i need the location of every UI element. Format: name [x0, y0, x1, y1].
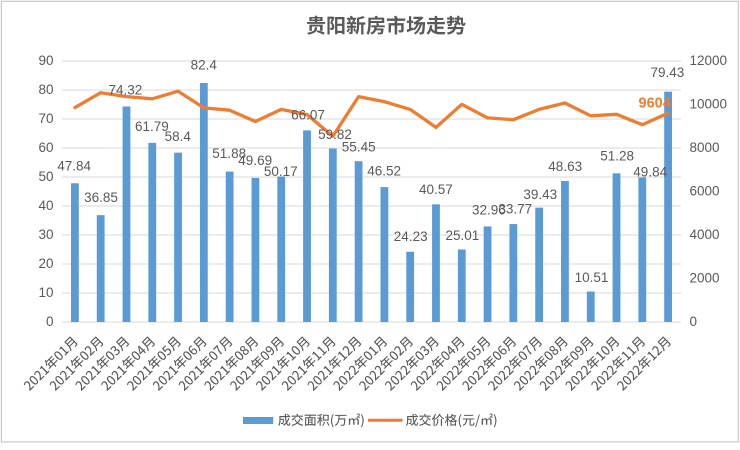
svg-text:50.17: 50.17: [264, 164, 298, 179]
svg-text:10: 10: [38, 285, 53, 300]
svg-text:12000: 12000: [690, 53, 728, 68]
svg-text:46.52: 46.52: [367, 163, 401, 178]
svg-text:8000: 8000: [690, 140, 720, 155]
svg-text:74.32: 74.32: [109, 83, 143, 98]
svg-text:10000: 10000: [690, 96, 728, 111]
svg-text:70: 70: [38, 111, 53, 126]
svg-text:39.43: 39.43: [523, 187, 557, 202]
svg-text:40.57: 40.57: [419, 182, 453, 197]
svg-text:24.23: 24.23: [394, 229, 428, 244]
svg-text:9604: 9604: [639, 96, 671, 112]
svg-text:40: 40: [38, 198, 53, 213]
svg-text:82.4: 82.4: [191, 58, 218, 73]
svg-text:25.01: 25.01: [446, 228, 480, 243]
svg-text:50: 50: [38, 169, 53, 184]
svg-text:47.84: 47.84: [57, 159, 91, 174]
svg-text:36.85: 36.85: [84, 190, 118, 205]
svg-text:61.79: 61.79: [135, 119, 169, 134]
svg-text:51.28: 51.28: [600, 149, 634, 164]
svg-text:59.82: 59.82: [318, 127, 352, 142]
svg-text:49.69: 49.69: [238, 153, 272, 168]
svg-text:51.88: 51.88: [212, 146, 246, 161]
svg-text:80: 80: [38, 82, 53, 97]
svg-text:32.96: 32.96: [472, 203, 506, 218]
svg-text:48.63: 48.63: [548, 159, 582, 174]
svg-text:2000: 2000: [690, 270, 720, 285]
svg-text:60: 60: [38, 140, 53, 155]
svg-text:49.84: 49.84: [633, 164, 667, 179]
svg-text:20: 20: [38, 256, 53, 271]
svg-text:55.45: 55.45: [342, 140, 376, 155]
svg-text:90: 90: [38, 53, 53, 68]
svg-text:4000: 4000: [690, 227, 720, 242]
svg-text:33.77: 33.77: [498, 201, 532, 216]
svg-text:0: 0: [690, 314, 698, 329]
svg-text:79.43: 79.43: [651, 65, 685, 80]
svg-text:30: 30: [38, 227, 53, 242]
svg-text:0: 0: [46, 314, 54, 329]
svg-text:58.4: 58.4: [165, 129, 192, 144]
svg-text:6000: 6000: [690, 183, 720, 198]
svg-text:10.51: 10.51: [575, 270, 609, 285]
svg-text:66.07: 66.07: [291, 108, 325, 123]
